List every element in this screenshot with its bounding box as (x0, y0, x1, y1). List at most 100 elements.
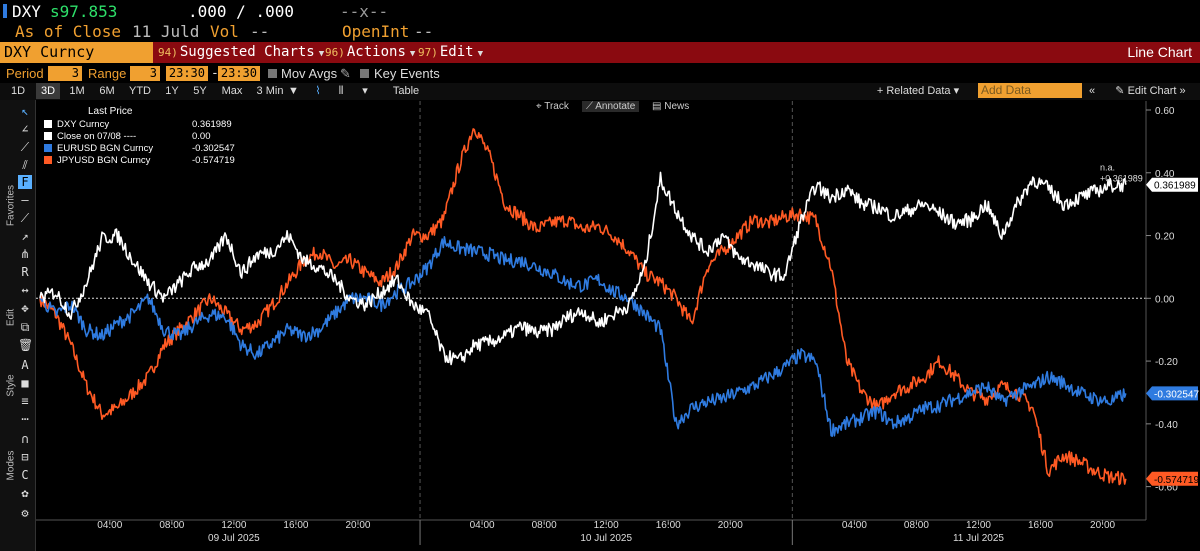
range-input[interactable]: 3 (130, 66, 160, 81)
regression-icon[interactable]: R (21, 265, 29, 279)
legend-name: JPYUSD BGN Curncy (57, 155, 151, 166)
interval-select[interactable]: 3 Min (256, 85, 284, 97)
menu-bar (0, 42, 1200, 63)
trend-tool-icon[interactable]: ⟋ (20, 140, 30, 154)
change-indicator: --x-- (340, 2, 389, 21)
track-label: Track (544, 101, 569, 112)
snap-icon[interactable]: C (21, 468, 29, 482)
mov-avgs-label[interactable]: Mov Avgs (281, 66, 338, 81)
legend-name: DXY Curncy (57, 119, 110, 130)
as-of-date: 11 Juld (132, 22, 200, 41)
legend-entry[interactable]: Close on 07/08 ---- 0.00 (44, 131, 211, 143)
text-tool-icon[interactable]: A (21, 358, 29, 372)
key-events-label[interactable]: Key Events (374, 66, 440, 81)
y-tick-label: 0.40 (1155, 169, 1175, 180)
bar-chart-icon[interactable]: ⫴ (338, 85, 344, 97)
magnet-icon[interactable]: ∩ (21, 432, 29, 446)
range-button-ytd[interactable]: YTD (129, 85, 151, 97)
last-value-label: -0.302547 (1154, 389, 1199, 400)
y-tick-label: -0.20 (1155, 357, 1178, 368)
range-button-5y[interactable]: 5Y (193, 85, 207, 97)
fib-tool-icon[interactable]: F (18, 175, 32, 189)
news-label: News (664, 101, 690, 112)
x-tick-label: 08:00 (159, 520, 184, 531)
x-tick-label: 08:00 (532, 520, 557, 531)
y-tick-label: 0.20 (1155, 232, 1175, 243)
x-tick-label: 12:00 (221, 520, 246, 531)
palette-icon[interactable]: ✿ (21, 486, 29, 500)
move-icon[interactable]: ✥ (21, 301, 29, 315)
legend-swatch (44, 144, 52, 152)
annotate-tool[interactable]: ⟋ Annotate (582, 101, 640, 112)
series-line (39, 171, 1127, 366)
legend-value: -0.302547 (192, 143, 235, 154)
caret-down-icon[interactable]: ▾ (362, 85, 368, 97)
pitchfork-icon[interactable]: ⋔ (19, 247, 31, 261)
range-button-3d[interactable]: 3D (36, 83, 60, 99)
legend-swatch (44, 132, 52, 140)
line-style-icon[interactable]: ⋯ (21, 412, 29, 426)
security-ticker[interactable]: DXY (12, 2, 41, 21)
legend-value: 0.00 (192, 131, 211, 142)
menu-number: 94) (158, 46, 178, 59)
x-day-label: 10 Jul 2025 (580, 533, 632, 544)
lock-icon[interactable]: ⊟ (21, 450, 29, 464)
range-button-1y[interactable]: 1Y (165, 85, 179, 97)
range-button-1m[interactable]: 1M (69, 85, 85, 97)
legend-swatch (44, 156, 52, 164)
menu-label: Actions (346, 44, 406, 60)
add-data-input[interactable]: Add Data (978, 83, 1082, 98)
fill-color-icon[interactable]: ■ (21, 376, 29, 390)
last-value-label: 0.361989 (1154, 181, 1196, 192)
y-tick-label: 0.00 (1155, 294, 1175, 305)
copy-icon[interactable]: ⧉ (20, 320, 30, 334)
measure-icon[interactable]: ↔ (21, 283, 29, 297)
track-tool[interactable]: ⌖ Track (536, 101, 569, 112)
settings-icon[interactable]: ⚙ (21, 506, 29, 520)
legend-value: -0.574719 (192, 155, 235, 166)
legend-entry[interactable]: JPYUSD BGN Curncy -0.574719 (44, 155, 235, 167)
suggested-charts-menu[interactable]: 94) Suggested Charts ▼ (158, 42, 324, 63)
range-label: Range (88, 66, 127, 81)
period-input[interactable]: 3 (48, 66, 82, 81)
ray-tool-icon[interactable]: ⟋ (20, 211, 30, 225)
edit-chart-button[interactable]: ✎ Edit Chart » (1115, 85, 1186, 97)
na-annotation: n.a. (1100, 163, 1115, 173)
caret-down-icon[interactable]: ▼ (288, 85, 299, 97)
horizontal-line-icon[interactable]: — (21, 193, 29, 207)
time-to-input[interactable]: 23:30 (218, 66, 260, 81)
line-width-icon[interactable]: ≡ (21, 394, 29, 408)
related-data-button[interactable]: + Related Data ▾ (876, 85, 960, 97)
collapse-icon[interactable]: « (1088, 85, 1096, 97)
x-tick-label: 20:00 (345, 520, 370, 531)
cursor-icon[interactable]: ↖ (21, 104, 29, 118)
legend-swatch (44, 120, 52, 128)
key-events-checkbox[interactable] (360, 69, 369, 78)
line-chart-icon[interactable]: ⌇ (315, 85, 321, 97)
range-button-6m[interactable]: 6M (99, 85, 115, 97)
chart-legend: Last Price DXY Curncy 0.361989 Close on 0… (44, 106, 235, 168)
last-value-tag (1146, 177, 1198, 192)
legend-entry[interactable]: EURUSD BGN Curncy -0.302547 (44, 143, 235, 155)
security-field[interactable]: DXY Curncy (0, 42, 153, 63)
time-from-input[interactable]: 23:30 (166, 66, 208, 81)
actions-menu[interactable]: 96) Actions ▼ (325, 42, 415, 63)
news-tool[interactable]: ▤ News (652, 101, 690, 112)
legend-entry[interactable]: DXY Curncy 0.361989 (44, 119, 232, 131)
x-tick-label: 16:00 (1028, 520, 1053, 531)
edit-menu[interactable]: 97) Edit ▼ (418, 42, 483, 63)
range-button-max[interactable]: Max (221, 85, 243, 97)
mov-avgs-checkbox[interactable] (268, 69, 277, 78)
x-tick-label: 16:00 (656, 520, 681, 531)
security-marker (3, 4, 7, 18)
delete-icon[interactable]: 🗑 (18, 338, 34, 352)
channel-tool-icon[interactable]: ⫽ (22, 158, 28, 172)
arrow-tool-icon[interactable]: ↗ (21, 229, 29, 243)
range-button-1d[interactable]: 1D (10, 85, 26, 97)
pencil-icon[interactable]: ✎ (340, 66, 351, 81)
series-line (39, 236, 1127, 438)
toolbar-strip (0, 83, 1200, 100)
line-tool-icon[interactable]: ∠ (21, 122, 29, 136)
table-button[interactable]: Table (392, 85, 420, 97)
